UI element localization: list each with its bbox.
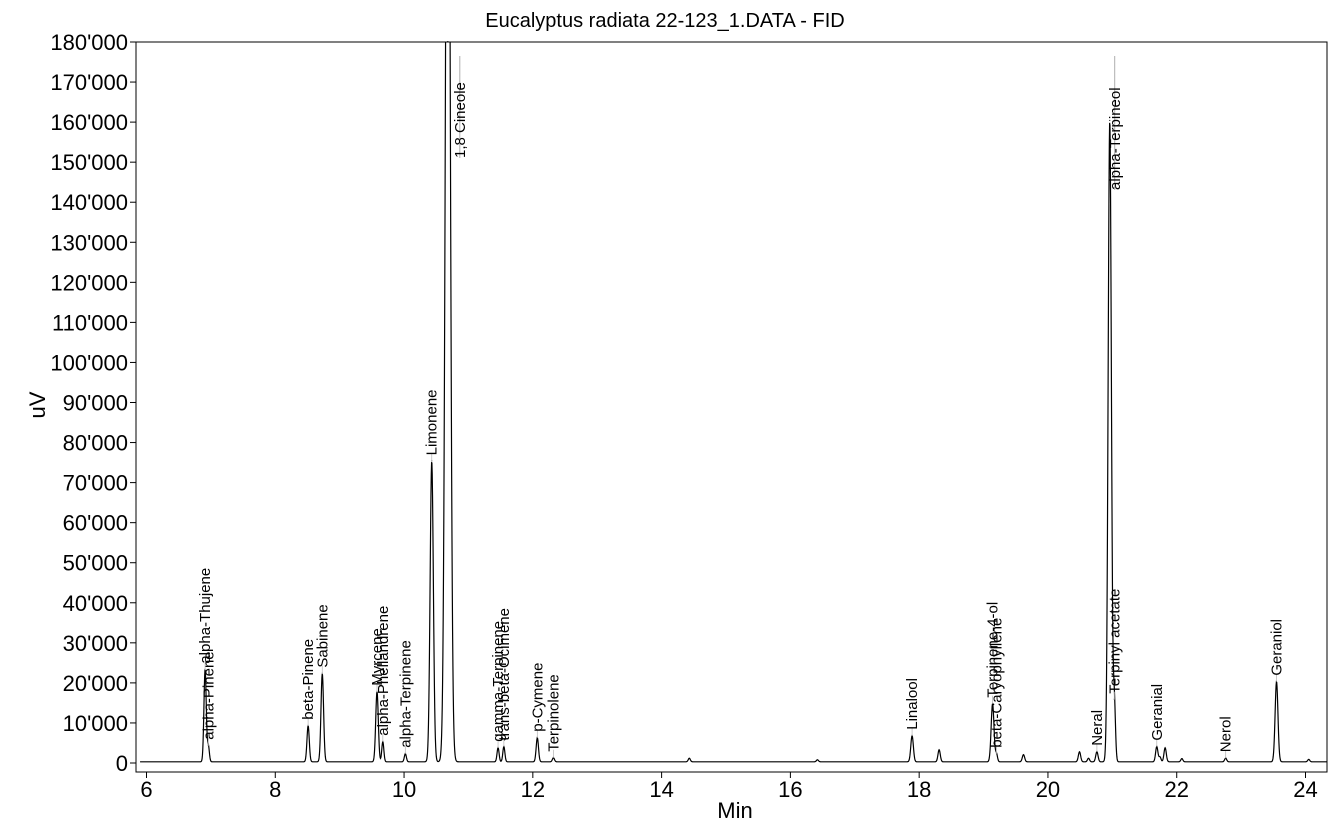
peak-label: 1,8 Cineole — [452, 82, 469, 158]
x-tick-label: 10 — [392, 777, 416, 802]
peak-label: gamma-Terpinene — [490, 621, 507, 742]
peak-label: Linalool — [904, 678, 921, 730]
peak-label: trans-beta-Ocimene — [496, 608, 513, 741]
y-tick-label: 160'000 — [50, 110, 128, 135]
y-tick-label: 150'000 — [50, 150, 128, 175]
plot-frame — [135, 41, 1328, 773]
y-tick-label: 50'000 — [63, 551, 128, 576]
peak-label: alpha-Thujene — [197, 568, 214, 664]
peak-label: Geraniol — [1269, 619, 1286, 676]
peak-label: alpha-Terpineol — [1107, 87, 1124, 190]
y-tick-label: 170'000 — [50, 70, 128, 95]
peak-label: Nerol — [1218, 716, 1235, 752]
y-tick-label: 120'000 — [50, 270, 128, 295]
peak-label: alpha-Pinene — [200, 651, 217, 739]
peak-label: beta-Pinene — [300, 639, 317, 720]
peak-label: alpha-Phellandrene — [375, 606, 392, 736]
y-tick-label: 20'000 — [63, 671, 128, 696]
x-tick-label: 6 — [140, 777, 152, 802]
x-tick-label: 16 — [778, 777, 802, 802]
y-tick-label: 110'000 — [52, 310, 128, 335]
peak-label: Neral — [1089, 710, 1106, 746]
peak-label: Terpinene-4-ol — [985, 602, 1002, 698]
plot-area: 0 10'000 20'000 30'000 40'000 50'000 60'000 70'… — [50, 30, 1328, 802]
peak-label: alpha-Terpinene — [397, 640, 414, 748]
y-tick-label: 100'000 — [50, 350, 128, 375]
x-tick-label: 24 — [1293, 777, 1317, 802]
x-tick-label: 8 — [269, 777, 281, 802]
x-tick-label: 22 — [1164, 777, 1188, 802]
peak-label: Limonene — [424, 389, 441, 455]
y-tick-label: 30'000 — [63, 631, 128, 656]
x-tick-label: 18 — [907, 777, 931, 802]
peak-label: Sabinene — [314, 604, 331, 667]
y-tick-label: 70'000 — [63, 471, 128, 496]
x-tick-label: 20 — [1036, 777, 1060, 802]
y-tick-label: 140'000 — [50, 190, 128, 215]
y-tick-label: 60'000 — [63, 511, 128, 536]
y-tick-label: 180'000 — [50, 30, 128, 55]
y-tick-label: 80'000 — [63, 431, 128, 456]
peak-label: Myrcene — [369, 628, 386, 686]
peak-label: beta-Caryophyllene — [988, 618, 1005, 748]
x-tick-label: 14 — [649, 777, 673, 802]
x-axis-label: Min — [717, 798, 752, 823]
chart-title: Eucalyptus radiata 22-123_1.DATA - FID — [485, 10, 844, 32]
peak-label: Terpinolene — [545, 674, 562, 752]
y-tick-label: 10'000 — [63, 711, 128, 736]
peak-label: p-Cymene — [529, 663, 546, 732]
peak-label: Terpinyl acetate — [1106, 589, 1123, 694]
y-tick-label: 130'000 — [50, 230, 128, 255]
x-tick-label: 12 — [521, 777, 545, 802]
y-tick-label: 40'000 — [63, 591, 128, 616]
y-tick-label: 90'000 — [63, 391, 128, 416]
y-tick-label: 0 — [116, 751, 128, 776]
y-axis-label: uV — [25, 391, 50, 418]
chromatogram-trace — [140, 42, 1327, 763]
peak-label: Geranial — [1149, 684, 1166, 741]
